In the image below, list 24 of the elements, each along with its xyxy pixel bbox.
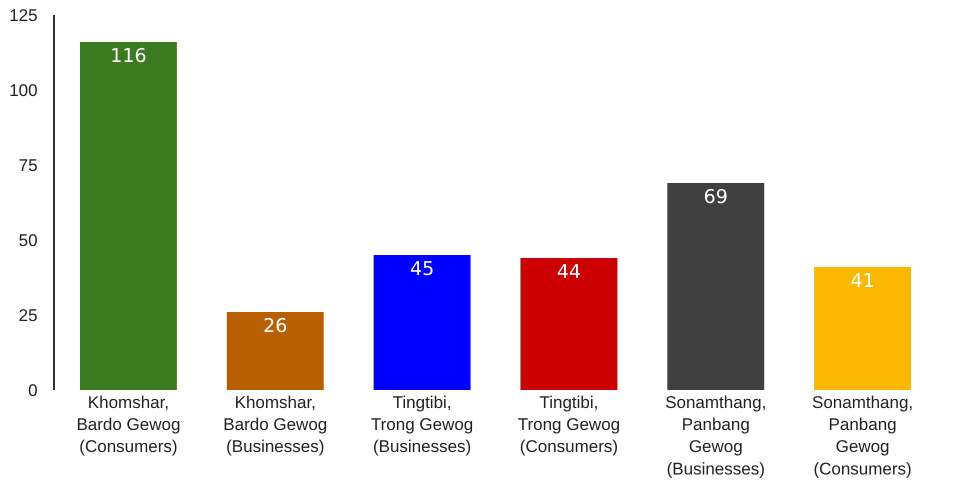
bar — [520, 258, 618, 390]
data-label: 45 — [410, 258, 434, 280]
bar — [226, 312, 324, 390]
data-label: 44 — [556, 261, 582, 283]
x-tick-label: Sonamthang, Panbang Gewog (Consumers) — [812, 393, 914, 478]
data-label: 41 — [850, 270, 875, 292]
bar — [814, 267, 912, 390]
x-tick-label: Tingtibi, Trong Gewog (Businesses) — [370, 393, 474, 456]
y-tick-label: 100 — [9, 80, 38, 100]
data-label: 69 — [704, 186, 728, 208]
y-tick-label: 0 — [28, 380, 38, 400]
y-tick-label: 50 — [18, 230, 38, 250]
y-tick-label: 25 — [18, 306, 38, 325]
x-tick-label: Khomshar, Bardo Gewog (Consumers) — [76, 393, 180, 456]
x-tick-label: Sonamthang, Panbang Gewog (Businesses) — [665, 393, 766, 478]
x-tick-label: Khomshar, Bardo Gewog (Businesses) — [223, 393, 328, 456]
x-tick-label: Tingtibi, Trong Gewog (Consumers) — [518, 393, 620, 456]
data-label: 26 — [263, 315, 288, 337]
bar — [374, 255, 471, 390]
data-label: 116 — [110, 45, 147, 67]
y-tick-label: 75 — [18, 156, 38, 175]
bar — [80, 42, 177, 390]
y-tick-label: 125 — [9, 6, 38, 25]
bar — [667, 183, 764, 390]
